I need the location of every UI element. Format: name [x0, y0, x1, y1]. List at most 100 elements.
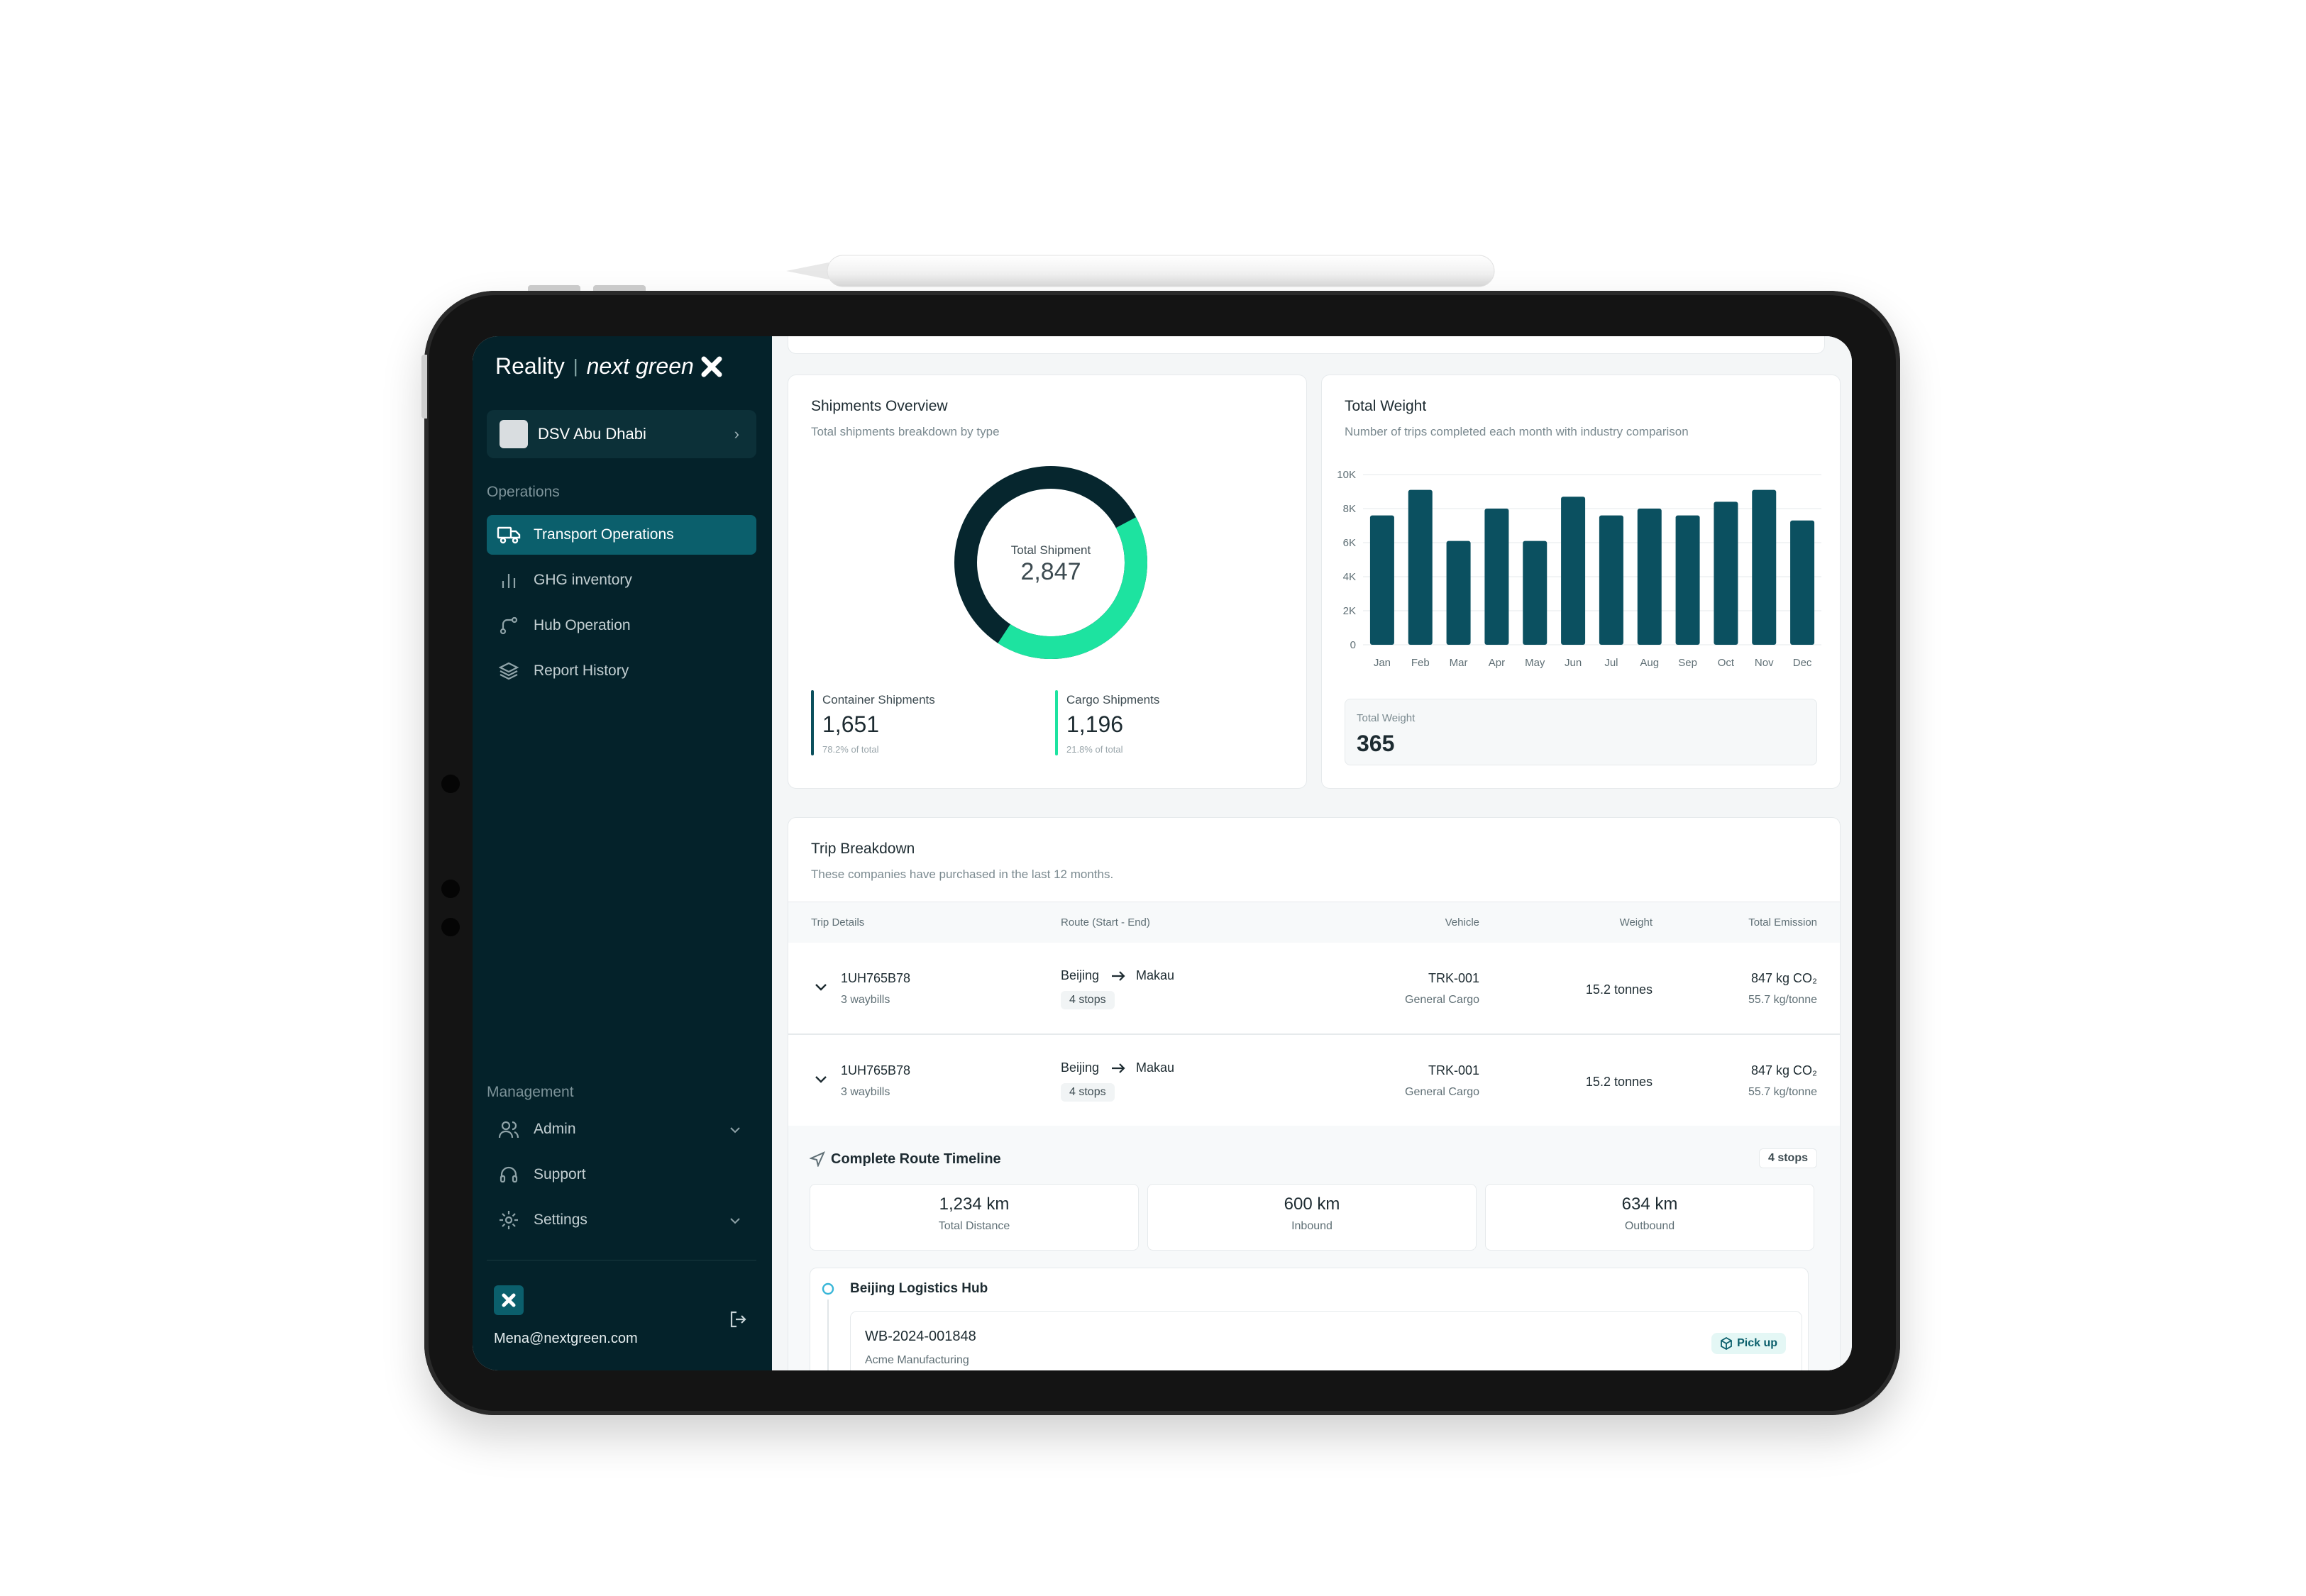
stops-badge: 4 stops: [1061, 1083, 1115, 1102]
bar-oct[interactable]: [1714, 501, 1738, 645]
stat-value: 1,651: [822, 711, 880, 737]
hub-stop-card[interactable]: Beijing Logistics Hub WB-2024-001848 Acm…: [810, 1268, 1809, 1370]
card-subtitle: Number of trips completed each month wit…: [1345, 425, 1689, 438]
bar-sep[interactable]: [1675, 515, 1700, 645]
nav-label: Report History: [534, 663, 629, 679]
navigation-icon: [810, 1151, 825, 1167]
x-tick-label: Feb: [1411, 657, 1430, 669]
card-subtitle: These companies have purchased in the la…: [811, 868, 1114, 881]
bar-may[interactable]: [1523, 541, 1548, 645]
bar-feb[interactable]: [1408, 489, 1433, 645]
metric-label: Outbound: [1624, 1220, 1675, 1232]
management-section-label: Management: [487, 1084, 574, 1100]
monthly-weight-bar-chart: 0 2K 4K 6K 8K 10K Jan Feb Mar Apr May Jun Jul Aug Sep O…: [1337, 469, 1821, 669]
metric-outbound: 634 km Outbound: [1485, 1184, 1814, 1251]
trip-id: 1UH765B78: [841, 971, 911, 985]
cargo-shipments-stat: Cargo Shipments 1,196 21.8% of total: [1055, 690, 1268, 768]
nav-label: Hub Operation: [534, 617, 631, 633]
metric-label: Total Distance: [938, 1220, 1010, 1232]
bar-jan[interactable]: [1369, 515, 1394, 645]
stylus-pencil: [786, 255, 1495, 287]
timeline-line: [827, 1299, 829, 1370]
route-start: Beijing: [1061, 968, 1100, 982]
x-tick-label: Apr: [1489, 657, 1505, 669]
nav-label: Settings: [534, 1212, 587, 1228]
waybill-card[interactable]: WB-2024-001848 Acme Manufacturing Pick u…: [850, 1311, 1802, 1370]
nav-hub-operation[interactable]: Hub Operation: [487, 606, 756, 645]
shipments-overview-card: Shipments Overview Total shipments break…: [788, 375, 1307, 789]
nav-label: Support: [534, 1166, 586, 1182]
column-header: Trip Details: [811, 916, 865, 929]
bar-jul[interactable]: [1599, 515, 1623, 645]
nav-transport-operations[interactable]: Transport Operations: [487, 515, 756, 555]
operations-section-label: Operations: [487, 484, 560, 500]
trip-weight: 15.2 tonnes: [1585, 1075, 1653, 1089]
timeline-title: Complete Route Timeline: [831, 1151, 1001, 1167]
nav-admin[interactable]: Admin: [487, 1109, 756, 1149]
table-row[interactable]: 1UH765B78 3 waybills Beijing Makau 4 sto…: [788, 943, 1840, 1035]
x-tick-label: Sep: [1678, 657, 1697, 669]
card-subtitle: Total shipments breakdown by type: [811, 425, 1000, 438]
bar-dec[interactable]: [1790, 520, 1815, 645]
table-row[interactable]: 1UH765B78 3 waybills Beijing Makau 4 sto…: [788, 1035, 1840, 1127]
vehicle-id: TRK-001: [1428, 1063, 1479, 1077]
waybill-company: Acme Manufacturing: [865, 1354, 969, 1366]
nav-report-history[interactable]: Report History: [487, 651, 756, 691]
bar-jun[interactable]: [1561, 497, 1586, 645]
brand-logo[interactable]: Reality | next green: [495, 353, 722, 379]
nav-settings[interactable]: Settings: [487, 1200, 756, 1240]
trip-breakdown-card: Trip Breakdown These companies have purc…: [788, 817, 1841, 1370]
card-title: Trip Breakdown: [811, 841, 915, 857]
column-header: Weight: [1619, 916, 1653, 929]
y-tick-label: 2K: [1343, 605, 1356, 617]
brand-divider: |: [573, 355, 578, 377]
card-title: Total Weight: [1345, 398, 1427, 414]
metric-value: 634 km: [1621, 1195, 1678, 1214]
donut-total-label: Total Shipment: [1011, 543, 1091, 557]
chevron-down-icon[interactable]: [814, 1075, 828, 1085]
summary-value: 365: [1357, 731, 1395, 756]
bar-chart-icon: [497, 568, 521, 592]
pickup-badge: Pick up: [1711, 1333, 1786, 1354]
chevron-down-icon[interactable]: [814, 982, 828, 992]
route-end: Makau: [1136, 968, 1175, 982]
nav-support[interactable]: Support: [487, 1155, 756, 1195]
brand-x-icon: [502, 1293, 516, 1307]
trip-waybills: 3 waybills: [841, 994, 890, 1006]
power-button: [421, 355, 427, 419]
truck-icon: [497, 523, 521, 547]
y-tick-label: 4K: [1343, 571, 1356, 583]
nav-ghg-inventory[interactable]: GHG inventory: [487, 560, 756, 600]
organization-switcher[interactable]: DSV Abu Dhabi ›: [487, 410, 756, 458]
stat-value: 1,196: [1066, 711, 1124, 737]
bar-nov[interactable]: [1752, 489, 1777, 645]
camera-dot: [441, 918, 460, 936]
brand-x-icon: [701, 356, 722, 377]
table-header: Trip Details Route (Start - End) Vehicle…: [788, 902, 1840, 944]
arrow-right-icon: [1112, 971, 1125, 981]
metric-value: 600 km: [1284, 1195, 1340, 1214]
bar-aug[interactable]: [1637, 509, 1662, 645]
scrolled-card-edge: [788, 336, 1825, 354]
summary-label: Total Weight: [1357, 712, 1416, 724]
layers-icon: [497, 659, 521, 683]
chevron-right-icon: ›: [734, 425, 739, 443]
route-timeline: Complete Route Timeline 4 stops 1,234 km…: [788, 1126, 1840, 1370]
headset-icon: [497, 1163, 521, 1187]
user-avatar[interactable]: [494, 1285, 524, 1315]
logout-icon[interactable]: [728, 1309, 748, 1333]
arrow-right-icon: [1112, 1063, 1125, 1073]
metric-inbound: 600 km Inbound: [1147, 1184, 1477, 1251]
y-tick-label: 6K: [1343, 537, 1356, 549]
bar-apr[interactable]: [1484, 509, 1509, 645]
stat-accent: [1055, 690, 1058, 755]
trip-emission: 847 kg CO₂: [1750, 971, 1817, 985]
donut-total-value: 2,847: [1020, 558, 1081, 585]
metric-value: 1,234 km: [939, 1195, 1010, 1214]
x-tick-label: Mar: [1450, 657, 1468, 669]
column-header: Vehicle: [1445, 916, 1479, 929]
chevron-down-icon: [729, 1121, 741, 1138]
vehicle-type: General Cargo: [1405, 994, 1479, 1006]
bar-mar[interactable]: [1446, 541, 1471, 645]
main-content: Shipments Overview Total shipments break…: [772, 336, 1852, 1370]
